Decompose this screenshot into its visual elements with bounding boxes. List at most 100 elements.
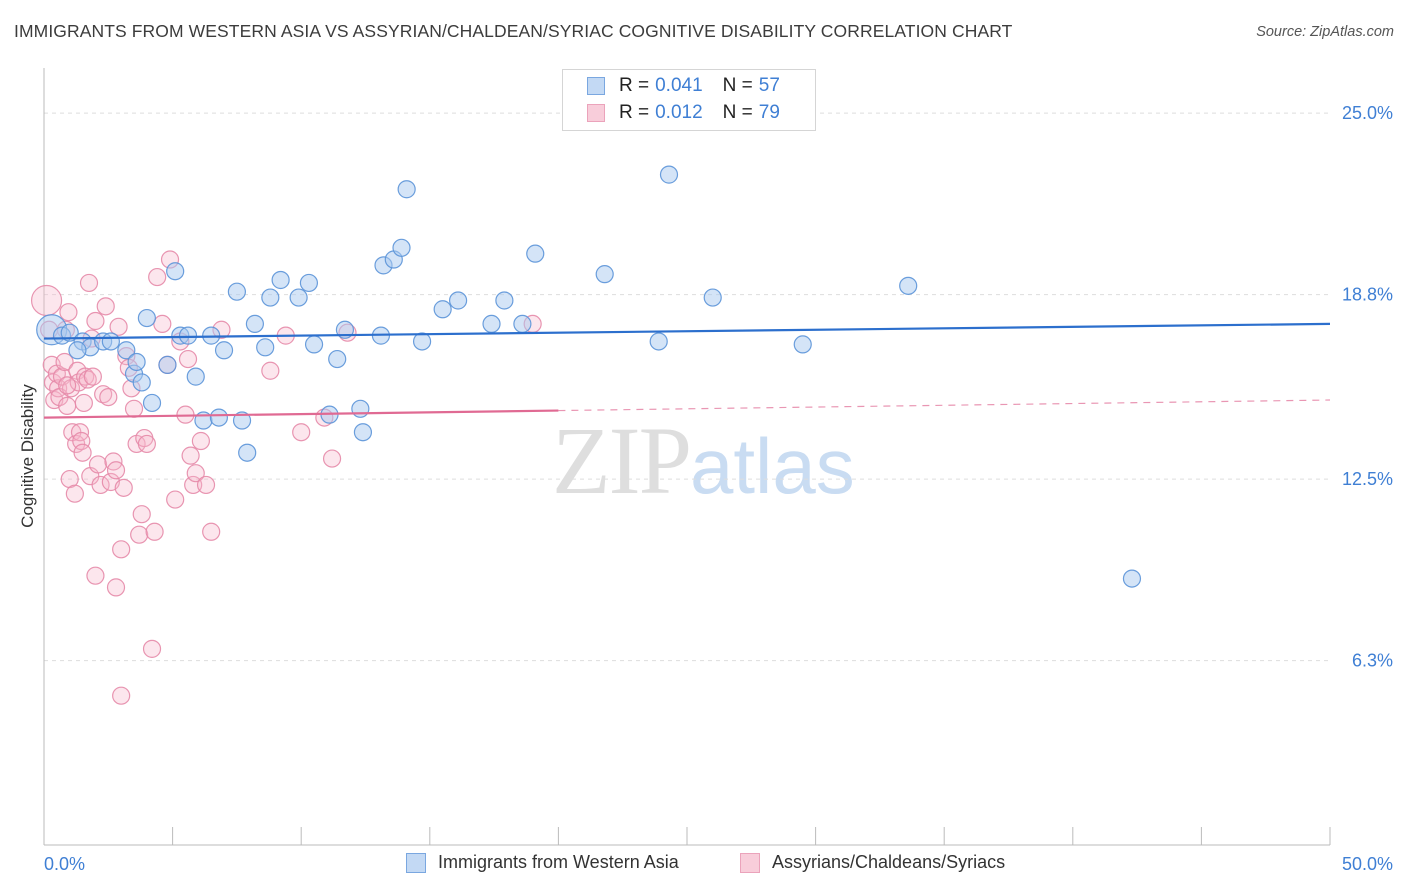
legend-n-label: N =: [722, 75, 753, 96]
data-point-western-asia: [238, 443, 257, 462]
data-point-western-asia: [703, 288, 722, 307]
legend-n-label: N =: [722, 102, 753, 123]
watermark: ZIPatlas: [552, 405, 855, 516]
data-point-assyrians: [58, 396, 77, 415]
legend-swatch-blue: [587, 77, 605, 95]
data-point-western-asia: [158, 355, 177, 374]
watermark-zip: ZIP: [552, 407, 692, 514]
data-point-western-asia: [513, 314, 532, 334]
data-point-assyrians: [142, 639, 162, 658]
data-point-western-asia: [227, 282, 246, 301]
data-point-assyrians: [261, 361, 280, 380]
data-point-assyrians: [112, 540, 131, 559]
data-point-assyrians: [109, 317, 128, 336]
legend-row-assyrians: R = 0.012 N = 79: [587, 101, 780, 125]
data-point-western-asia: [412, 332, 432, 351]
data-point-assyrians: [184, 475, 203, 495]
data-point-western-asia: [166, 262, 185, 281]
data-point-western-asia: [659, 165, 679, 184]
data-point-assyrians: [59, 303, 78, 322]
data-point-western-asia: [328, 349, 347, 369]
data-point-western-asia: [495, 291, 514, 310]
y-tick-label: 12.5%: [1342, 469, 1393, 489]
data-point-assyrians: [114, 478, 133, 497]
data-point-assyrians: [73, 443, 92, 462]
data-point-western-asia: [353, 423, 373, 442]
data-point-assyrians: [78, 370, 97, 389]
bottom-legend-assyrians: Assyrians/Chaldeans/Syriacs: [740, 852, 1005, 873]
bottom-legend-western-asia: Immigrants from Western Asia: [406, 852, 679, 873]
data-point-western-asia: [245, 314, 265, 334]
data-point-western-asia: [178, 326, 198, 345]
data-point-assyrians: [86, 311, 105, 331]
chart-title: IMMIGRANTS FROM WESTERN ASIA VS ASSYRIAN…: [14, 21, 1013, 41]
data-point-western-asia: [256, 338, 275, 357]
data-point-assyrians: [292, 423, 311, 442]
y-axis-label: Cognitive Disability: [18, 384, 37, 528]
data-point-assyrians: [145, 522, 164, 541]
series-assyrians-points: [30, 250, 542, 705]
trend-line-western-asia: [43, 322, 1331, 340]
legend-r-value: 0.012: [655, 102, 703, 123]
legend-r-label: R =: [619, 75, 650, 96]
legend-r-value: 0.041: [655, 75, 703, 96]
data-point-western-asia: [214, 341, 234, 360]
data-point-assyrians: [79, 273, 99, 293]
legend-swatch-pink: [587, 104, 605, 122]
bottom-legend-swatch-blue: [406, 852, 426, 873]
trend-lines: [43, 322, 1331, 419]
data-point-assyrians: [153, 314, 172, 334]
data-point-western-asia: [392, 238, 411, 257]
data-point-western-asia: [433, 300, 452, 319]
data-point-western-asia: [117, 341, 136, 360]
data-point-assyrians: [112, 686, 131, 705]
data-point-assyrians: [106, 578, 126, 597]
data-point-western-asia: [127, 352, 146, 372]
bottom-legend-label-assyrians: Assyrians/Chaldeans/Syriacs: [772, 852, 1006, 872]
x-tick-label-min: 0.0%: [44, 854, 85, 874]
data-point-western-asia: [351, 399, 370, 418]
data-point-assyrians: [202, 522, 221, 541]
bottom-legend-label-western-asia: Immigrants from Western Asia: [438, 852, 679, 872]
data-point-assyrians: [137, 434, 156, 454]
data-point-assyrians: [99, 387, 118, 407]
data-point-western-asia: [137, 308, 156, 328]
data-point-western-asia: [68, 341, 87, 360]
data-point-assyrians: [106, 461, 126, 480]
y-tick-label: 6.3%: [1352, 651, 1393, 671]
bottom-legend-swatch-pink: [740, 852, 760, 873]
data-point-assyrians: [83, 367, 102, 386]
data-point-assyrians: [130, 525, 149, 544]
data-point-assyrians: [88, 455, 108, 474]
data-point-western-asia: [289, 288, 308, 307]
data-point-western-asia: [649, 332, 668, 351]
data-point-assyrians: [96, 297, 115, 316]
stats-legend: R = 0.041 N = 57 R = 0.012 N = 79: [562, 69, 816, 131]
legend-n-value: 79: [758, 102, 780, 123]
data-point-assyrians: [94, 385, 113, 404]
data-point-western-asia: [595, 265, 614, 284]
data-point-assyrians: [55, 352, 74, 372]
data-point-western-asia: [142, 393, 162, 413]
data-point-western-asia: [299, 273, 319, 293]
data-point-assyrians: [30, 284, 63, 317]
series-western-asia-points: [36, 165, 1142, 588]
data-point-assyrians: [74, 393, 93, 413]
source-credit: Source: ZipAtlas.com: [1256, 24, 1394, 40]
trend-line-assyrians-solid: [43, 409, 559, 419]
data-point-assyrians: [178, 349, 198, 369]
data-point-assyrians: [166, 490, 185, 509]
data-point-western-asia: [209, 408, 228, 427]
legend-r-label: R =: [619, 102, 650, 123]
data-point-western-asia: [186, 367, 205, 386]
data-point-western-asia: [448, 291, 468, 310]
data-point-western-asia: [101, 332, 120, 351]
data-point-assyrians: [76, 367, 95, 386]
tick-labels: 6.3% 12.5% 18.8% 25.0% 0.0% 50.0%: [44, 103, 1393, 874]
data-point-assyrians: [322, 449, 342, 468]
data-point-assyrians: [86, 566, 105, 585]
x-tick-label-max: 50.0%: [1342, 854, 1393, 874]
data-point-assyrians: [186, 464, 205, 483]
data-point-western-asia: [304, 335, 324, 354]
